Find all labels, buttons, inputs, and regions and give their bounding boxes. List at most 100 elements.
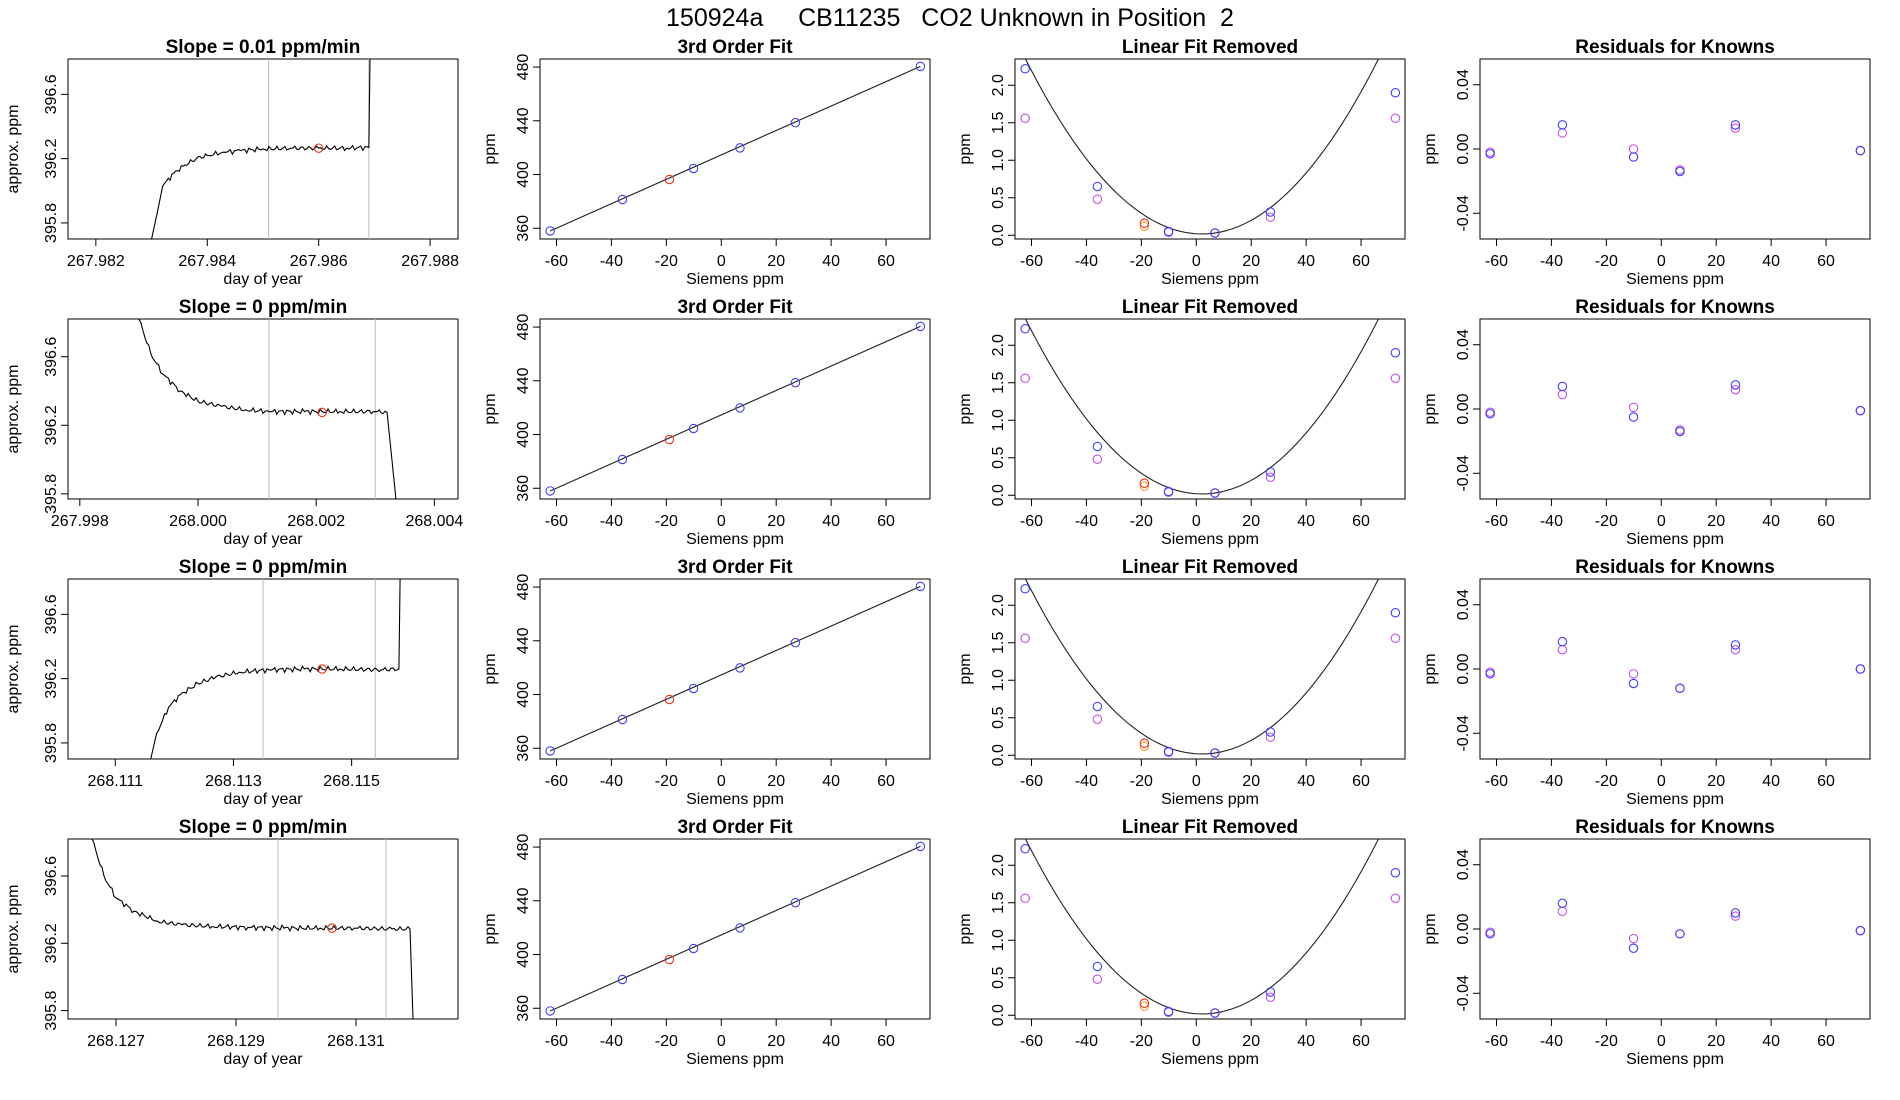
y-tick-label: 0.0: [990, 744, 1007, 766]
y-tick-label: 0.0: [990, 1004, 1007, 1026]
known-point: [1265, 987, 1276, 997]
y-axis-label: ppm: [482, 393, 499, 424]
known-point: [1210, 488, 1220, 498]
known-point: [1020, 64, 1030, 74]
x-tick-label: 40: [1762, 513, 1780, 530]
panel-r0-c0: Slope = 0.01 ppm/min 267.982 267.984 267.98…: [5, 37, 459, 288]
y-axis-label: ppm: [957, 913, 974, 944]
x-axis-label: Siemens ppm: [1626, 271, 1724, 288]
known-point: [545, 1006, 555, 1016]
known-point: [1855, 664, 1866, 674]
x-tick-label: 0: [1192, 513, 1201, 530]
removed-point: [1092, 454, 1103, 464]
known-point: [1163, 746, 1174, 757]
x-tick-label: 60: [1817, 773, 1835, 790]
unknown-point: [1139, 478, 1150, 488]
plot-frame: [1014, 578, 1406, 760]
unknown-marker: [317, 407, 327, 418]
known-point: [735, 143, 745, 153]
removed-point: [1265, 212, 1276, 223]
concentration-trace: [91, 839, 414, 1019]
known-point: [1020, 583, 1030, 594]
y-tick-label: 1.5: [990, 632, 1007, 654]
x-tick-label: 40: [1297, 253, 1315, 270]
x-tick-label: -60: [1020, 1033, 1043, 1050]
x-tick-label: 268.113: [205, 773, 262, 790]
panel-title: Linear Fit Removed: [1122, 297, 1298, 318]
unknown-marker: [317, 664, 327, 674]
x-axis-label: Siemens ppm: [686, 791, 784, 808]
removed-point: [1628, 402, 1639, 413]
known-point: [1163, 1006, 1174, 1017]
y-axis-label: approx. ppm: [5, 365, 22, 454]
x-axis-label: Siemens ppm: [1626, 1051, 1724, 1068]
x-tick-label: -40: [600, 513, 623, 530]
x-axis-label: day of year: [223, 271, 303, 288]
x-tick-label: 60: [1817, 253, 1835, 270]
x-tick-label: 20: [1707, 1033, 1725, 1050]
known-point: [1730, 640, 1741, 650]
x-tick-label: -20: [655, 253, 678, 270]
y-tick-label: 396.2: [43, 923, 60, 963]
x-axis-label: Siemens ppm: [686, 1051, 784, 1068]
x-tick-label: 40: [1762, 1033, 1780, 1050]
x-tick-label: 20: [767, 1033, 785, 1050]
y-tick-label: 1.5: [990, 892, 1007, 914]
plot-area: [150, 579, 401, 759]
panel-title: 3rd Order Fit: [677, 557, 793, 578]
panel-r2-c2: Linear Fit Removed -60 -40 -20 0 20 40 60 Siemen…: [957, 557, 1406, 808]
y-tick-label: 480: [515, 314, 532, 341]
known-point: [1675, 929, 1685, 939]
concentration-trace: [150, 579, 401, 759]
plot-area: [1020, 579, 1401, 758]
fit-curve: [1024, 579, 1380, 755]
x-tick-label: 267.986: [290, 253, 348, 270]
x-tick-label: 268.115: [323, 773, 380, 790]
removed-point: [1557, 644, 1568, 655]
x-tick-label: 0: [1657, 513, 1666, 530]
known-point: [617, 974, 628, 985]
x-tick-label: -60: [545, 1033, 568, 1050]
y-tick-label: 480: [515, 834, 532, 861]
y-tick-label: 396.2: [43, 659, 60, 699]
known-point: [1390, 607, 1401, 618]
removed-point: [1628, 144, 1639, 154]
y-tick-label: 2.0: [990, 854, 1007, 876]
x-tick-label: -20: [1595, 253, 1618, 270]
known-point: [617, 454, 628, 465]
x-tick-label: -20: [1595, 513, 1618, 530]
panel-title: 3rd Order Fit: [677, 297, 793, 318]
known-point: [1557, 898, 1568, 909]
x-tick-label: 40: [822, 773, 840, 790]
y-tick-label: 0.00: [1455, 393, 1472, 424]
x-tick-label: 40: [1297, 1033, 1315, 1050]
known-point: [915, 841, 926, 852]
panel-r0-c3: Residuals for Knowns -60 -40 -20 0 20 40 60 Siem…: [1422, 37, 1871, 288]
x-tick-label: 40: [1762, 773, 1780, 790]
x-tick-label: 40: [822, 513, 840, 530]
y-tick-label: 0.5: [990, 187, 1007, 209]
known-point: [790, 637, 801, 648]
panel-r0-c1: 3rd Order Fit -60 -40 -20 0 20 40 60 Siemens ppm…: [482, 37, 931, 288]
unknown-point: [664, 174, 675, 185]
unknown-point: [1139, 998, 1150, 1008]
known-point: [1855, 145, 1866, 156]
x-tick-label: 267.988: [401, 253, 459, 270]
known-point: [915, 321, 926, 332]
y-tick-label: 400: [515, 681, 532, 708]
x-axis-label: Siemens ppm: [1161, 791, 1259, 808]
known-point: [1092, 181, 1103, 192]
known-point: [1557, 120, 1568, 130]
y-tick-label: 395.8: [43, 203, 60, 243]
x-tick-label: 40: [822, 253, 840, 270]
known-point: [1390, 347, 1401, 358]
known-point: [545, 486, 555, 496]
x-tick-label: 20: [1242, 513, 1260, 530]
x-tick-label: 268.131: [327, 1033, 385, 1050]
panel-title: Residuals for Knowns: [1575, 297, 1775, 318]
panel-r1-c0: Slope = 0 ppm/min 267.998 268.000 268.002 26…: [5, 297, 463, 548]
x-tick-label: 0: [717, 513, 726, 530]
removed-point: [1390, 373, 1401, 383]
known-point: [735, 923, 745, 933]
plot-frame: [1479, 578, 1871, 760]
